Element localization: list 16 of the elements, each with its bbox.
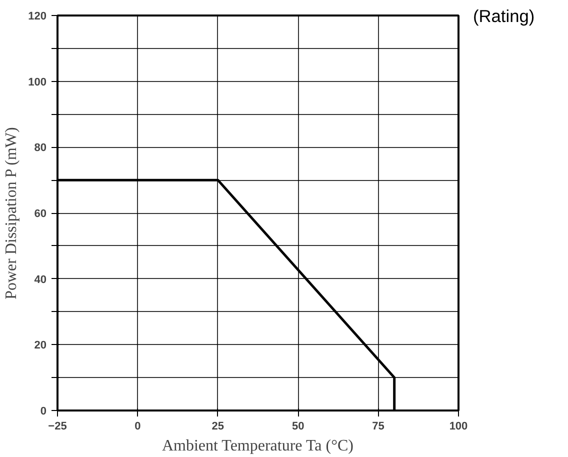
x-tick-label: −25: [48, 420, 67, 432]
y-tick-label: 100: [28, 76, 47, 88]
y-tick-label: 60: [34, 208, 47, 220]
y-axis-title: Power Dissipation P (mW): [3, 127, 20, 300]
x-tick-label: 75: [372, 420, 384, 432]
x-axis-title: Ambient Temperature Ta (°C): [162, 438, 354, 454]
y-tick-label: 120: [28, 10, 47, 22]
x-tick-label: 25: [212, 420, 224, 432]
y-tick-label: 80: [34, 142, 47, 154]
text: (Rating): [473, 5, 535, 28]
x-tick-label: 0: [134, 420, 141, 432]
y-tick-label: 0: [40, 406, 47, 418]
x-tick-label: 100: [449, 420, 468, 432]
y-tick-label: 20: [34, 340, 47, 352]
x-tick-label: 50: [292, 420, 304, 432]
y-tick-label: 40: [34, 274, 47, 286]
